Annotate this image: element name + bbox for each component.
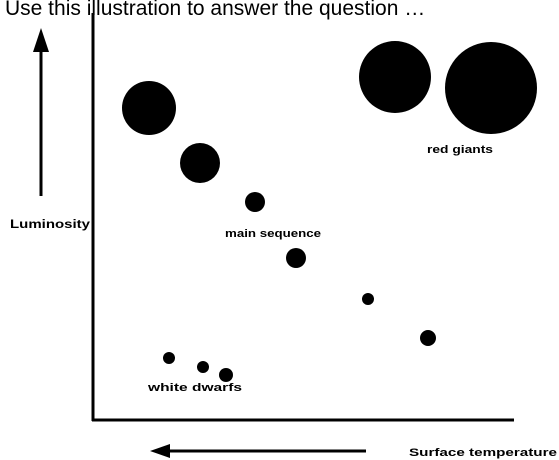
temperature-arrow-head xyxy=(150,444,170,458)
star-main-sequence-4 xyxy=(362,293,374,305)
question-caption: Use this illustration to answer the ques… xyxy=(5,0,426,20)
red-giants-label: red giants xyxy=(427,144,493,156)
luminosity-arrow-head xyxy=(33,28,49,52)
star-red-giant-1 xyxy=(359,41,431,113)
star-main-sequence-1 xyxy=(180,143,220,183)
luminosity-label: Luminosity xyxy=(10,217,90,231)
surface-temperature-label: Surface temperature xyxy=(409,447,557,459)
star-main-sequence-5 xyxy=(420,330,436,346)
star-white-dwarf-2 xyxy=(197,361,209,373)
white-dwarfs-label: white dwarfs xyxy=(147,382,242,394)
star-red-giant-2 xyxy=(445,42,537,134)
star-white-dwarf-3 xyxy=(219,368,233,382)
star-supergiant-1 xyxy=(122,81,176,135)
star-main-sequence-2 xyxy=(245,192,265,212)
star-main-sequence-3 xyxy=(286,248,306,268)
main-sequence-label: main sequence xyxy=(225,228,321,240)
star-white-dwarf-1 xyxy=(163,352,175,364)
